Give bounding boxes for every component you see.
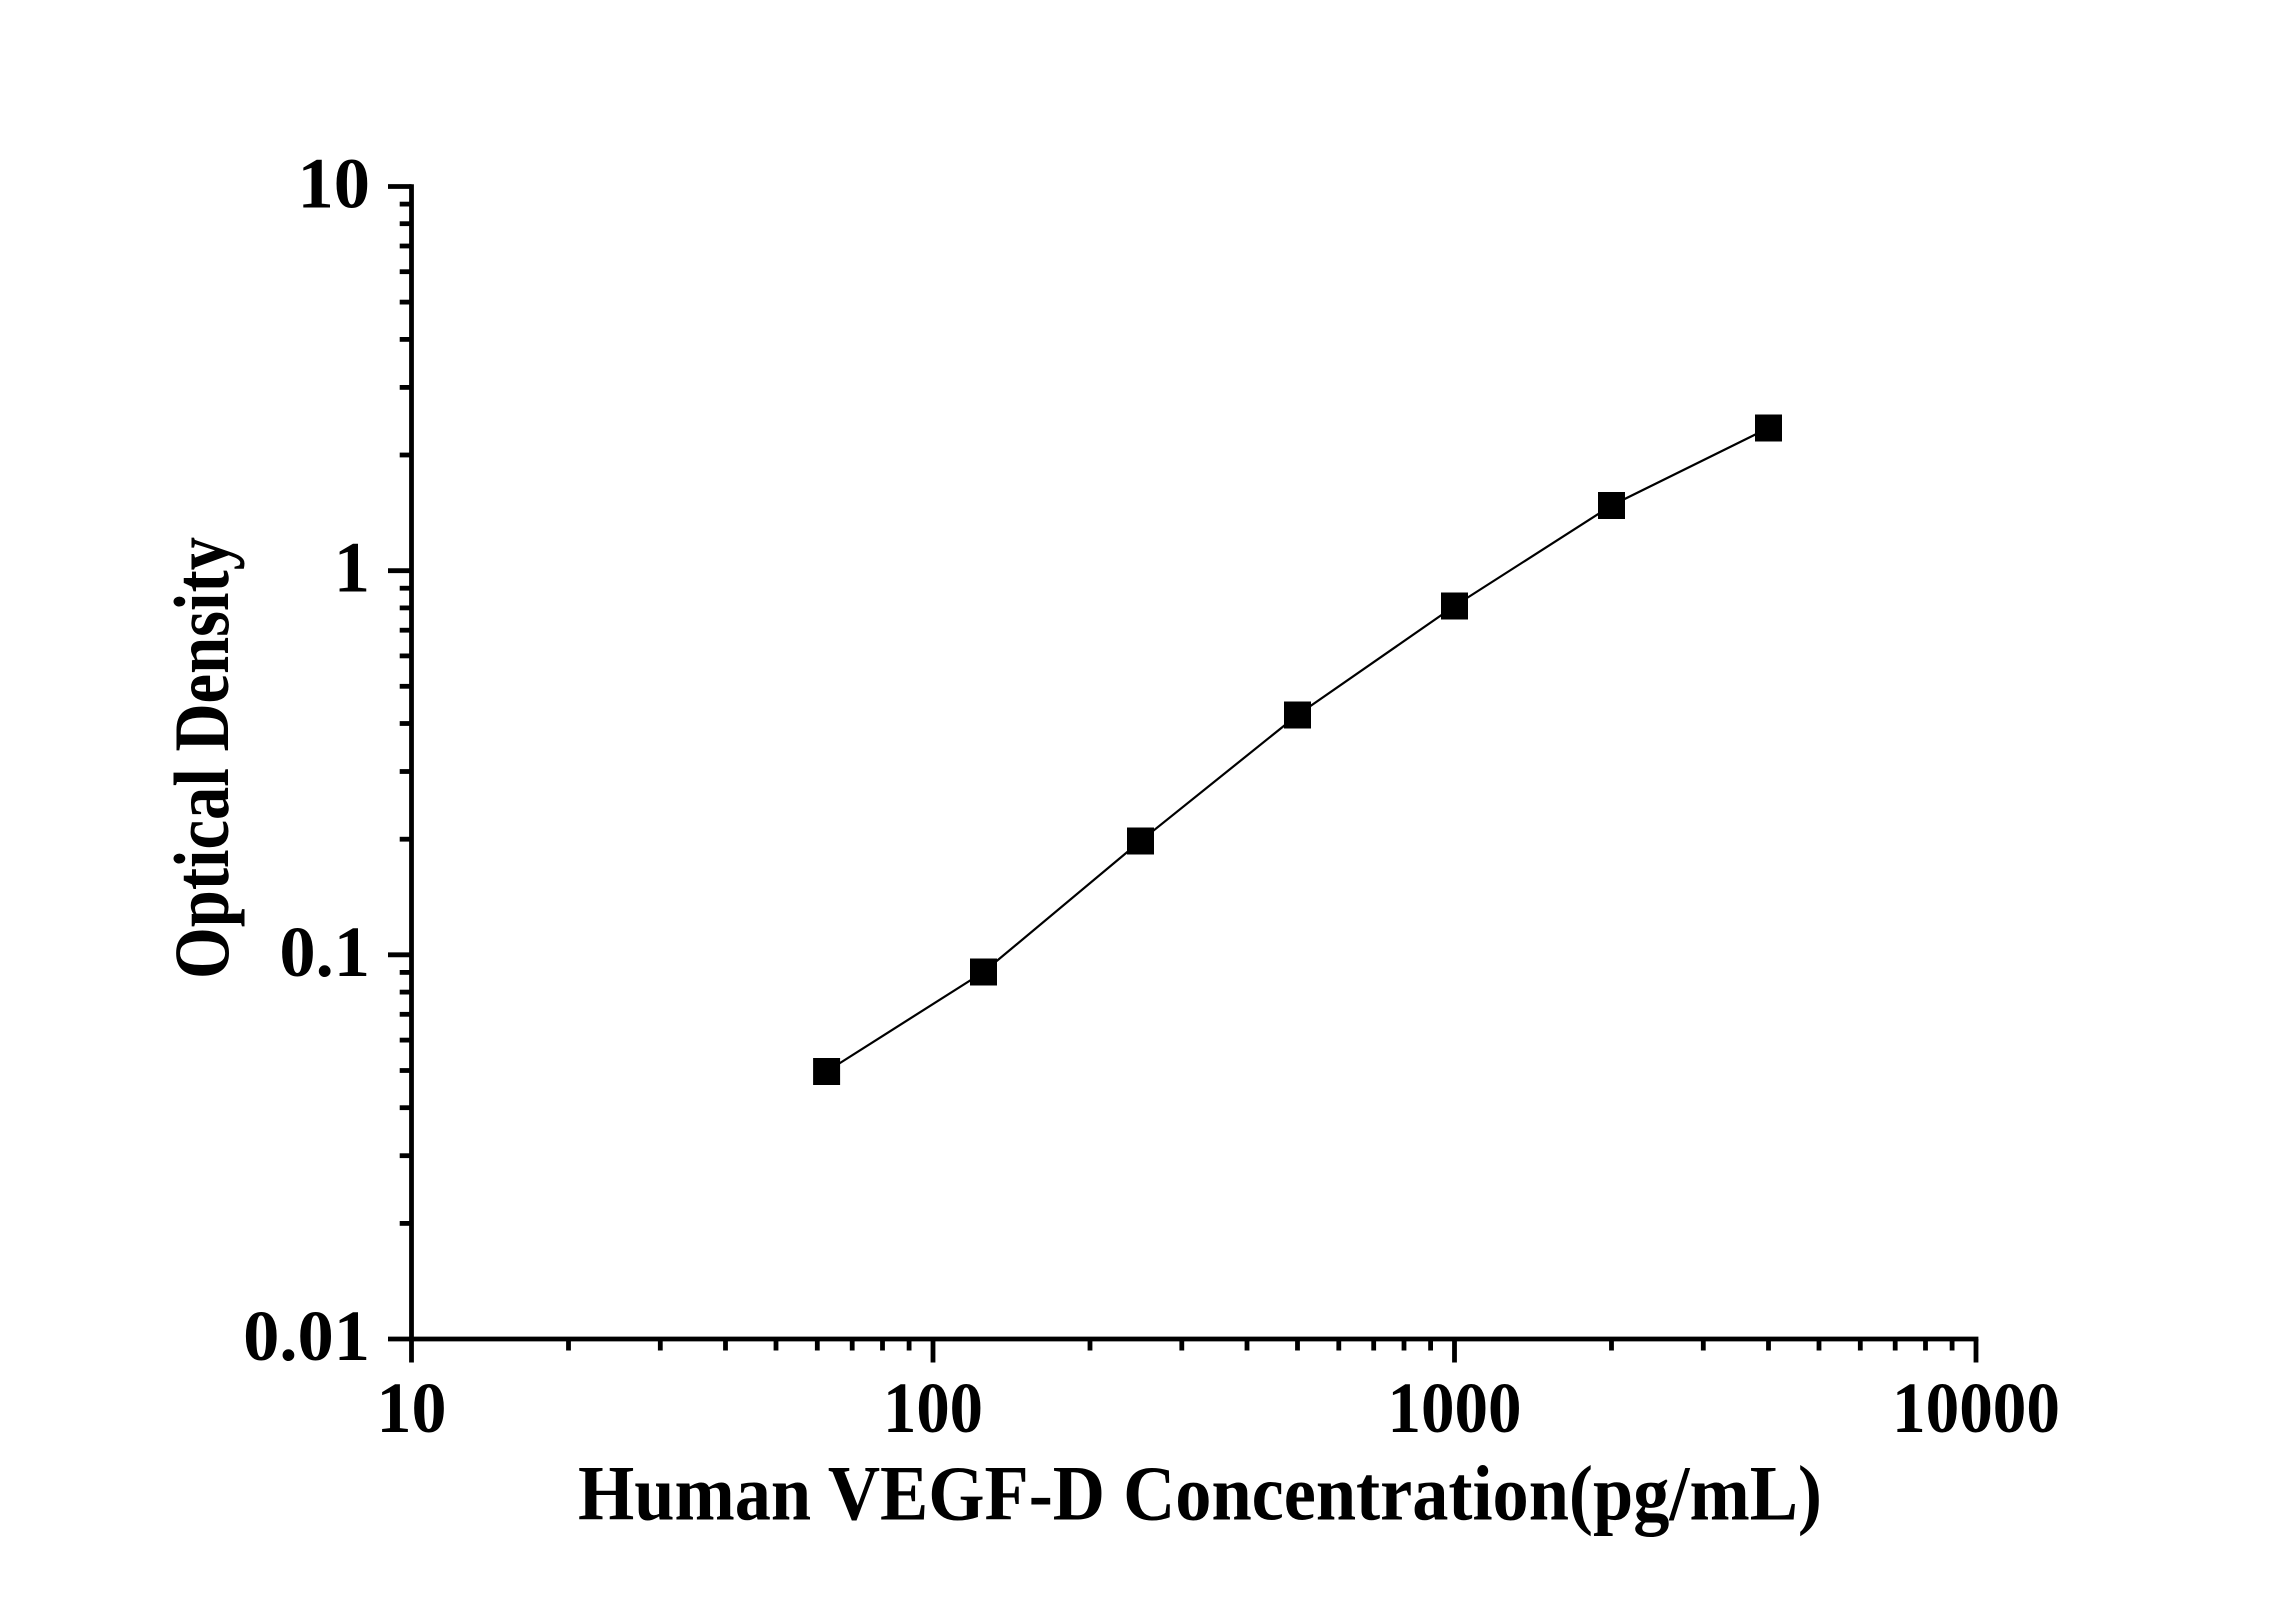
- svg-text:0.1: 0.1: [279, 911, 370, 992]
- svg-text:0.01: 0.01: [243, 1295, 370, 1376]
- svg-text:1000: 1000: [1388, 1367, 1522, 1448]
- svg-text:10000: 10000: [1892, 1367, 2060, 1448]
- svg-text:Optical Density: Optical Density: [158, 537, 245, 979]
- svg-text:100: 100: [883, 1367, 983, 1448]
- svg-text:10: 10: [298, 142, 371, 223]
- svg-text:10: 10: [377, 1367, 447, 1448]
- svg-text:1: 1: [334, 527, 370, 608]
- svg-text:Human VEGF-D Concentration(pg/: Human VEGF-D Concentration(pg/mL): [578, 1450, 1822, 1537]
